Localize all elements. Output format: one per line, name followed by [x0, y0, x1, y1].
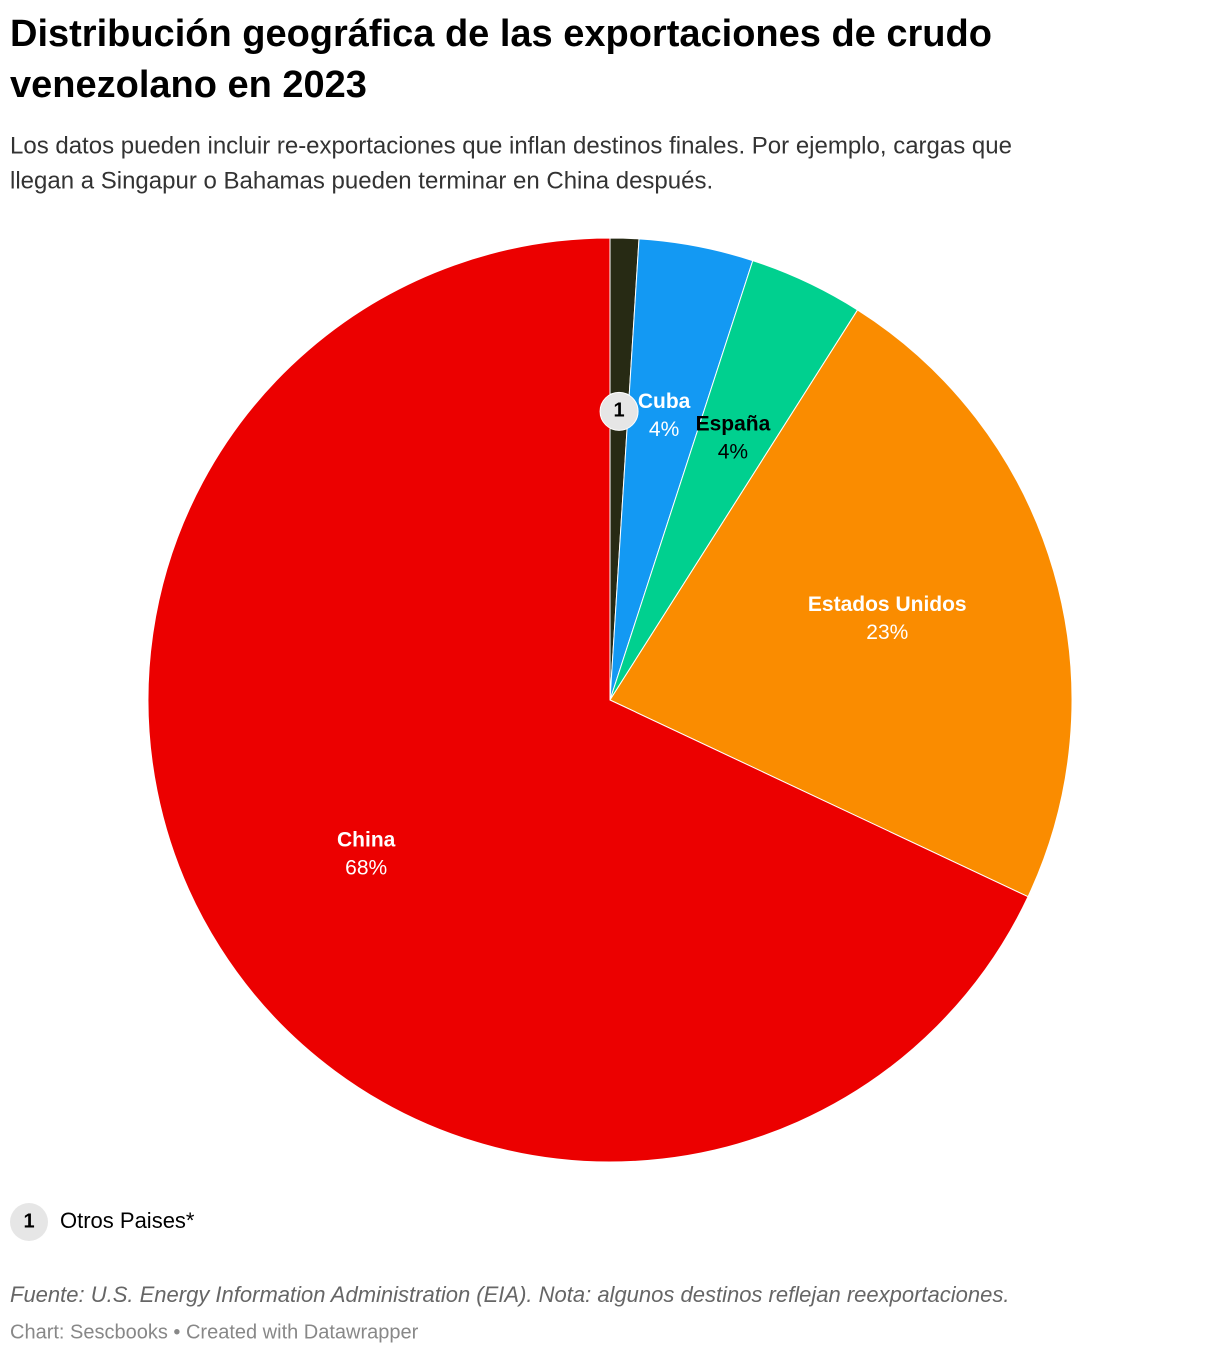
pie-slice: [609, 309, 1073, 898]
chart-title: Distribución geográfica de las exportaci…: [10, 13, 992, 55]
chart-title: venezolano en 2023: [10, 64, 367, 106]
source: Fuente: U.S. Energy Information Administ…: [10, 1282, 1009, 1307]
slice-value-label: 4%: [649, 418, 679, 441]
slice-label: Estados Unidos: [808, 593, 967, 616]
legend-marker: [10, 1203, 48, 1241]
slice-value-label: 23%: [866, 621, 908, 644]
slice-label: China: [337, 828, 396, 851]
slice-label: España: [696, 412, 771, 435]
slice-value-label: 68%: [345, 856, 387, 879]
slice-label: Cuba: [638, 390, 691, 413]
note-marker-text: 1: [614, 400, 625, 422]
pie: [147, 237, 1073, 1163]
subtitle: Los datos pueden incluir re-exportacione…: [10, 132, 1012, 159]
pie-slice: [147, 237, 1029, 1163]
credit: Chart: Sescbooks • Created with Datawrap…: [10, 1321, 419, 1343]
subtitle: llegan a Singapur o Bahamas pueden termi…: [10, 167, 713, 194]
legend-marker-text: 1: [23, 1210, 34, 1232]
legend-label: Otros Paises*: [60, 1208, 195, 1233]
note-marker: [599, 391, 639, 431]
slice-value-label: 4%: [718, 440, 748, 463]
